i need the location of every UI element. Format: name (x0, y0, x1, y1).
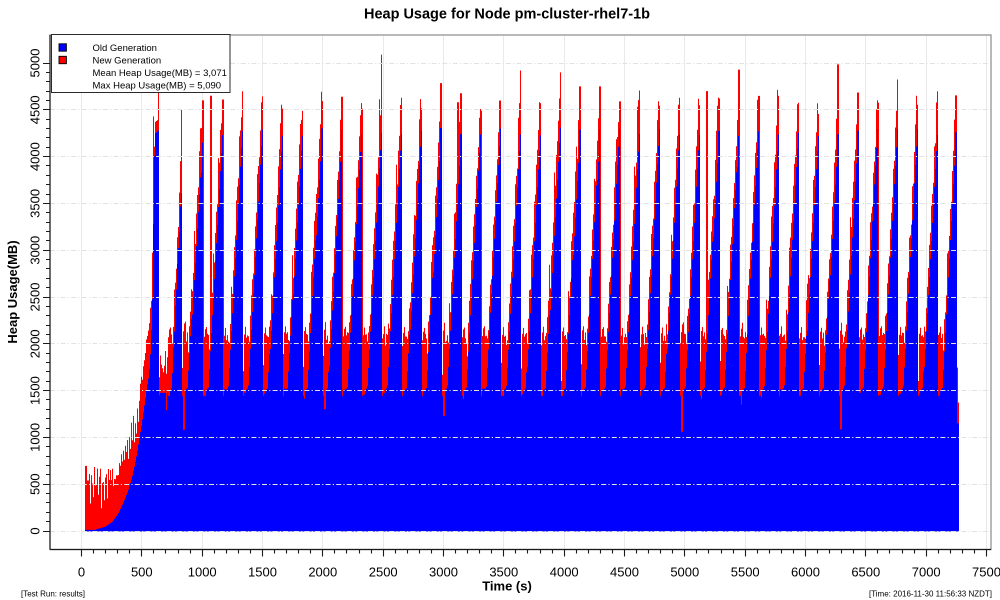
svg-text:5000: 5000 (670, 565, 699, 580)
svg-text:3000: 3000 (429, 565, 458, 580)
svg-text:7500: 7500 (972, 565, 1000, 580)
svg-text:Heap Usage(MB): Heap Usage(MB) (5, 240, 20, 343)
svg-text:1000: 1000 (28, 423, 43, 452)
svg-text:3500: 3500 (28, 189, 43, 218)
svg-text:Max Heap Usage(MB) = 5,090: Max Heap Usage(MB) = 5,090 (93, 80, 222, 91)
svg-text:2000: 2000 (308, 565, 337, 580)
svg-text:4000: 4000 (550, 565, 579, 580)
svg-text:500: 500 (131, 565, 153, 580)
svg-text:5000: 5000 (28, 49, 43, 78)
svg-text:Old Generation: Old Generation (93, 43, 157, 54)
svg-text:5500: 5500 (731, 565, 760, 580)
svg-text:4000: 4000 (28, 142, 43, 171)
svg-text:New Generation: New Generation (93, 55, 162, 66)
svg-text:2000: 2000 (28, 329, 43, 358)
svg-text:3000: 3000 (28, 236, 43, 265)
svg-text:[Test Run: results]: [Test Run: results] (21, 590, 85, 599)
svg-text:1500: 1500 (248, 565, 277, 580)
svg-text:2500: 2500 (369, 565, 398, 580)
svg-text:0: 0 (28, 527, 43, 534)
svg-text:7000: 7000 (912, 565, 941, 580)
svg-text:500: 500 (28, 473, 43, 495)
svg-text:4500: 4500 (28, 95, 43, 124)
svg-text:1500: 1500 (28, 376, 43, 405)
svg-text:4500: 4500 (610, 565, 639, 580)
svg-text:1000: 1000 (188, 565, 217, 580)
svg-text:6000: 6000 (791, 565, 820, 580)
svg-text:Mean Heap Usage(MB) = 3,071: Mean Heap Usage(MB) = 3,071 (93, 68, 227, 79)
svg-text:6500: 6500 (851, 565, 880, 580)
svg-text:3500: 3500 (489, 565, 518, 580)
svg-text:2500: 2500 (28, 283, 43, 312)
svg-text:Time (s): Time (s) (482, 579, 532, 594)
svg-text:[Time: 2016-11-30 11:56:33 NZD: [Time: 2016-11-30 11:56:33 NZDT] (869, 590, 992, 599)
svg-text:0: 0 (78, 565, 85, 580)
svg-text:Heap Usage for Node pm-cluster: Heap Usage for Node pm-cluster-rhel7-1b (364, 7, 650, 23)
